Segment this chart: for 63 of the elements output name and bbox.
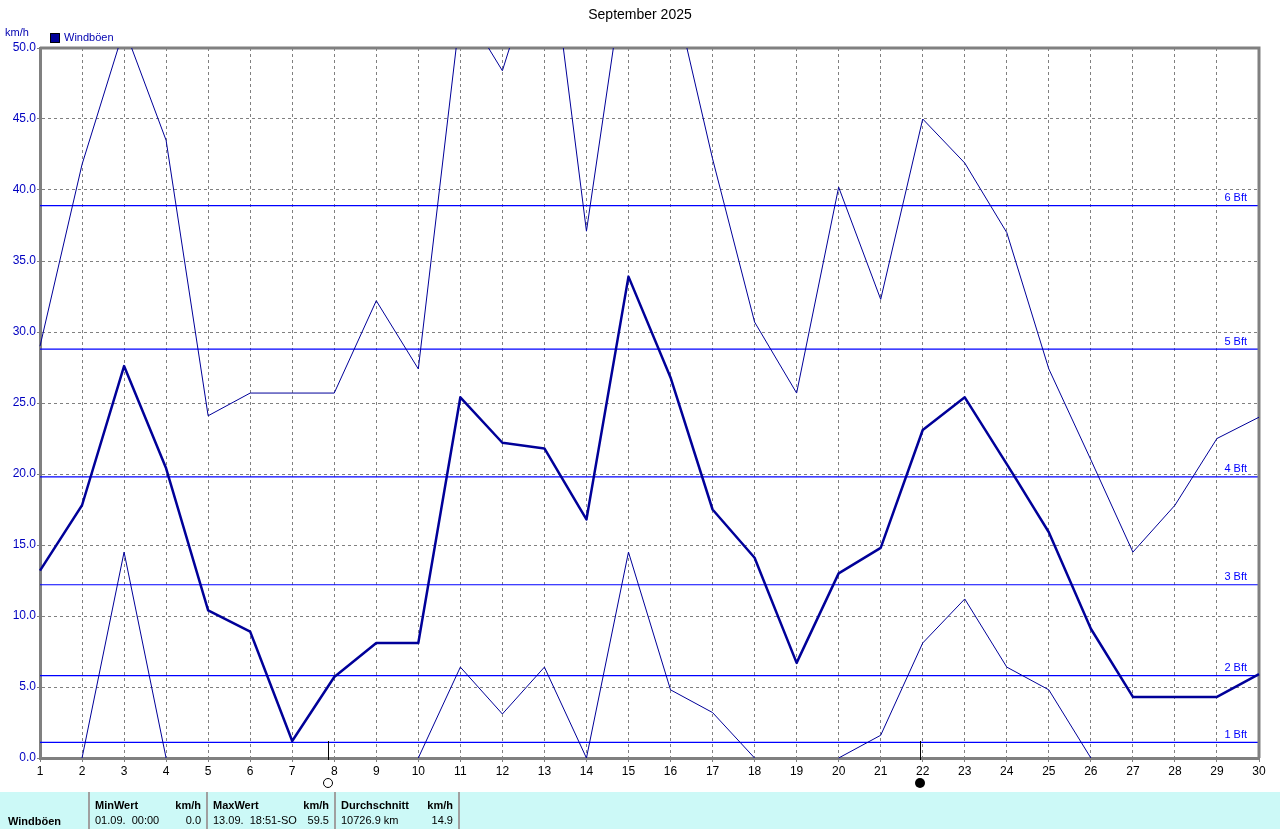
ref-line-label: 6 Bft bbox=[1224, 191, 1247, 204]
y-tick-label: 35.0 bbox=[12, 253, 37, 268]
x-tick-label: 27 bbox=[1126, 763, 1140, 778]
x-tick-label: 26 bbox=[1084, 763, 1098, 778]
text: 59.5 bbox=[307, 814, 329, 827]
text: 13.09. 18:51-SO bbox=[213, 814, 297, 827]
y-tick-label: 0.0 bbox=[19, 750, 37, 765]
x-tick-label: 3 bbox=[120, 763, 128, 778]
y-axis-title: km/h bbox=[5, 26, 29, 39]
x-tick-label: 22 bbox=[916, 763, 930, 778]
y-tick-label: 40.0 bbox=[12, 182, 37, 197]
ref-line-label: 5 Bft bbox=[1224, 334, 1247, 347]
text: 0.0 bbox=[185, 814, 201, 827]
text: 10726.9 km bbox=[341, 814, 399, 827]
ref-line-label: 4 Bft bbox=[1224, 462, 1247, 475]
x-tick-label: 20 bbox=[831, 763, 846, 778]
x-tick-label: 15 bbox=[621, 763, 636, 778]
text: 14.9 bbox=[431, 814, 453, 827]
x-tick-label: 28 bbox=[1168, 763, 1182, 778]
x-tick-label: 6 bbox=[246, 763, 254, 778]
x-tick-label: 25 bbox=[1042, 763, 1056, 778]
x-tick-label: 5 bbox=[204, 763, 212, 778]
y-tick-label: 20.0 bbox=[12, 466, 37, 481]
chart-title: September 2025 bbox=[588, 5, 692, 22]
text: Durchschnitt bbox=[341, 799, 409, 812]
x-tick-label: 9 bbox=[372, 763, 380, 778]
y-tick-label: 10.0 bbox=[12, 608, 37, 623]
y-tick-label: 15.0 bbox=[12, 537, 37, 552]
legend-label: Windböen bbox=[64, 31, 114, 44]
y-tick-label: 5.0 bbox=[19, 679, 37, 694]
x-tick-label: 29 bbox=[1210, 763, 1224, 778]
y-tick-label: 45.0 bbox=[12, 111, 37, 126]
text: km/h bbox=[427, 799, 453, 812]
y-tick-label: 30.0 bbox=[12, 324, 37, 339]
x-tick-label: 30 bbox=[1252, 763, 1266, 778]
x-tick-label: 11 bbox=[454, 763, 467, 778]
x-tick-label: 14 bbox=[579, 763, 594, 778]
x-tick-label: 24 bbox=[1000, 763, 1014, 778]
x-tick-label: 21 bbox=[874, 763, 888, 778]
x-tick-label: 13 bbox=[537, 763, 552, 778]
y-tick-label: 50.0 bbox=[12, 40, 37, 55]
text: 01.09. 00:00 bbox=[95, 814, 160, 827]
text: Windböen bbox=[8, 815, 62, 828]
x-tick-label: 18 bbox=[747, 763, 762, 778]
x-tick-label: 2 bbox=[78, 763, 86, 778]
x-tick-label: 10 bbox=[411, 763, 426, 778]
text: km/h bbox=[303, 799, 329, 812]
x-tick-label: 19 bbox=[789, 763, 804, 778]
x-tick-label: 23 bbox=[958, 763, 972, 778]
text: km/h bbox=[175, 799, 201, 812]
text: MinWert bbox=[95, 799, 139, 812]
x-tick-label: 17 bbox=[705, 763, 720, 778]
x-tick-label: 1 bbox=[36, 763, 44, 778]
y-tick-label: 25.0 bbox=[12, 395, 37, 410]
x-tick-label: 16 bbox=[663, 763, 678, 778]
ref-line-label: 1 Bft bbox=[1224, 727, 1247, 740]
ref-line-label: 3 Bft bbox=[1224, 570, 1247, 583]
x-tick-label: 12 bbox=[495, 763, 510, 778]
x-tick-label: 7 bbox=[288, 763, 296, 778]
text: MaxWert bbox=[213, 799, 259, 812]
x-tick-label: 8 bbox=[330, 763, 338, 778]
ref-line-label: 2 Bft bbox=[1224, 661, 1247, 674]
x-tick-label: 4 bbox=[162, 763, 170, 778]
